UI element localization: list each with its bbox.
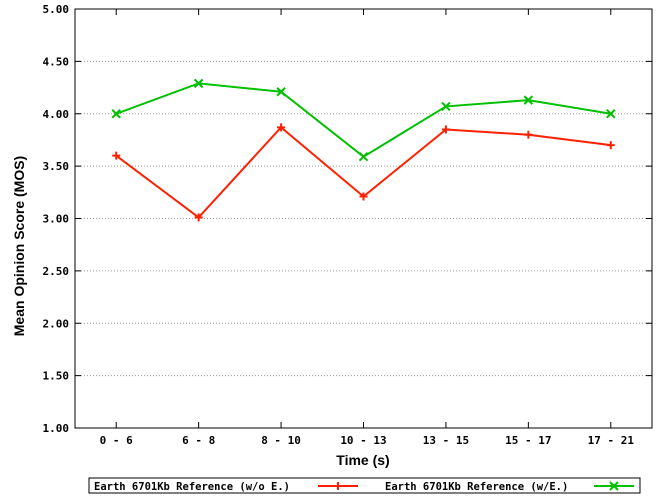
legend-sample-with-e [594, 482, 634, 490]
data-point-0 [607, 141, 615, 149]
x-axis-title: Time (s) [336, 452, 389, 468]
y-tick-label: 4.00 [43, 108, 70, 121]
y-tick-label: 1.50 [43, 370, 70, 383]
legend-label-without-e: Earth 6701Kb Reference (w/o E.) [94, 481, 290, 493]
y-tick-label: 2.50 [43, 265, 70, 278]
y-tick-label: 3.00 [43, 213, 70, 226]
y-tick-label: 5.00 [43, 3, 70, 16]
legend-sample-without-e [318, 482, 358, 490]
y-tick-label: 2.00 [43, 317, 70, 330]
x-tick-label: 6 - 8 [182, 434, 215, 447]
x-axis: 0 - 6 6 - 8 8 - 10 10 - 13 13 - 15 15 - 17 17 … [100, 9, 635, 447]
data-point-0 [524, 131, 532, 139]
legend-label-with-e: Earth 6701Kb Reference (w/E.) [385, 481, 568, 493]
y-tick-label: 4.50 [43, 55, 70, 68]
legend-marker [334, 482, 342, 490]
y-axis: 1.00 1.50 2.00 2.50 3.00 3.50 4.00 4.50 5.00 [43, 3, 653, 435]
x-tick-label: 8 - 10 [261, 434, 301, 447]
x-tick-label: 0 - 6 [100, 434, 133, 447]
grid-layer [75, 61, 652, 375]
x-tick-label: 15 - 17 [505, 434, 551, 447]
y-tick-label: 3.50 [43, 160, 70, 173]
x-tick-label: 13 - 15 [423, 434, 469, 447]
y-axis-title: Mean Opinion Score (MOS) [11, 156, 27, 336]
series-line-0 [116, 127, 611, 217]
legend: Earth 6701Kb Reference (w/o E.) Earth 67… [89, 478, 640, 493]
x-tick-label: 17 - 21 [588, 434, 635, 447]
y-tick-label: 1.00 [43, 422, 70, 435]
x-tick-label: 10 - 13 [340, 434, 386, 447]
data-point-1 [360, 153, 368, 161]
series-line-1 [116, 83, 611, 156]
series-layer [112, 79, 615, 221]
